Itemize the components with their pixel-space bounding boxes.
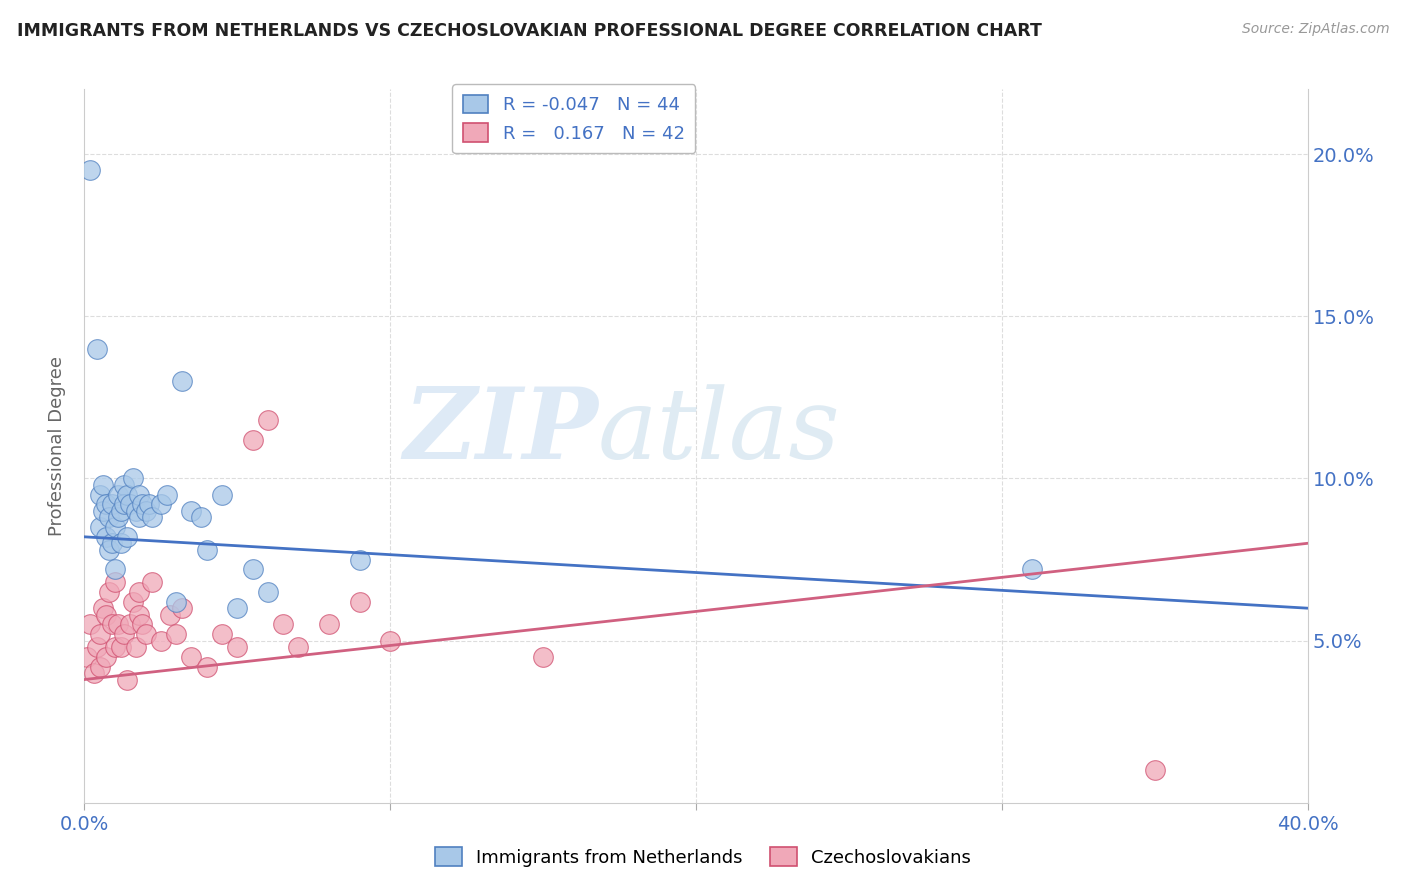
Point xyxy=(91,504,114,518)
Point xyxy=(135,627,157,641)
Point xyxy=(94,649,117,664)
Point xyxy=(180,649,202,664)
Point xyxy=(89,659,111,673)
Point xyxy=(104,640,127,654)
Point xyxy=(531,649,554,664)
Point xyxy=(91,601,114,615)
Point xyxy=(1143,764,1166,778)
Point xyxy=(138,497,160,511)
Point xyxy=(125,640,148,654)
Point xyxy=(97,542,120,557)
Point xyxy=(159,607,181,622)
Point xyxy=(318,617,340,632)
Point xyxy=(349,595,371,609)
Point xyxy=(190,510,212,524)
Point xyxy=(122,595,145,609)
Point xyxy=(180,504,202,518)
Y-axis label: Professional Degree: Professional Degree xyxy=(48,356,66,536)
Point xyxy=(112,497,135,511)
Point xyxy=(380,633,402,648)
Point xyxy=(149,497,172,511)
Point xyxy=(120,497,142,511)
Point xyxy=(94,607,117,622)
Point xyxy=(131,497,153,511)
Point xyxy=(86,640,108,654)
Point xyxy=(110,640,132,654)
Point xyxy=(79,163,101,178)
Point xyxy=(101,497,124,511)
Point xyxy=(97,510,120,524)
Point xyxy=(141,575,163,590)
Point xyxy=(104,562,127,576)
Point xyxy=(257,585,280,599)
Point xyxy=(112,478,135,492)
Point xyxy=(122,471,145,485)
Point xyxy=(165,595,187,609)
Point xyxy=(125,504,148,518)
Point xyxy=(86,342,108,356)
Legend: Immigrants from Netherlands, Czechoslovakians: Immigrants from Netherlands, Czechoslova… xyxy=(427,840,979,874)
Point xyxy=(120,617,142,632)
Point xyxy=(226,601,249,615)
Point xyxy=(94,530,117,544)
Point xyxy=(128,607,150,622)
Point xyxy=(1021,562,1043,576)
Point xyxy=(257,413,280,427)
Point xyxy=(128,510,150,524)
Point xyxy=(107,510,129,524)
Point xyxy=(107,617,129,632)
Point xyxy=(104,520,127,534)
Point xyxy=(97,585,120,599)
Point xyxy=(271,617,294,632)
Point xyxy=(76,649,98,664)
Text: Source: ZipAtlas.com: Source: ZipAtlas.com xyxy=(1241,22,1389,37)
Point xyxy=(110,504,132,518)
Point xyxy=(141,510,163,524)
Text: IMMIGRANTS FROM NETHERLANDS VS CZECHOSLOVAKIAN PROFESSIONAL DEGREE CORRELATION C: IMMIGRANTS FROM NETHERLANDS VS CZECHOSLO… xyxy=(17,22,1042,40)
Point xyxy=(131,617,153,632)
Point xyxy=(226,640,249,654)
Point xyxy=(349,552,371,566)
Point xyxy=(287,640,309,654)
Point xyxy=(94,497,117,511)
Point xyxy=(101,536,124,550)
Point xyxy=(89,520,111,534)
Text: ZIP: ZIP xyxy=(404,384,598,480)
Point xyxy=(128,585,150,599)
Point xyxy=(89,627,111,641)
Point xyxy=(156,488,179,502)
Point xyxy=(101,617,124,632)
Point xyxy=(195,542,218,557)
Point xyxy=(115,673,138,687)
Point xyxy=(211,627,233,641)
Point xyxy=(128,488,150,502)
Point xyxy=(211,488,233,502)
Point xyxy=(110,536,132,550)
Point xyxy=(242,562,264,576)
Point xyxy=(135,504,157,518)
Point xyxy=(149,633,172,648)
Point xyxy=(172,374,194,388)
Point xyxy=(107,488,129,502)
Point xyxy=(91,478,114,492)
Text: atlas: atlas xyxy=(598,384,841,479)
Point xyxy=(104,575,127,590)
Point xyxy=(79,617,101,632)
Point xyxy=(172,601,194,615)
Point xyxy=(115,488,138,502)
Point xyxy=(242,433,264,447)
Point xyxy=(165,627,187,641)
Point xyxy=(112,627,135,641)
Point xyxy=(195,659,218,673)
Point xyxy=(89,488,111,502)
Point xyxy=(83,666,105,681)
Point xyxy=(115,530,138,544)
Legend: R = -0.047   N = 44, R =   0.167   N = 42: R = -0.047 N = 44, R = 0.167 N = 42 xyxy=(451,84,696,153)
